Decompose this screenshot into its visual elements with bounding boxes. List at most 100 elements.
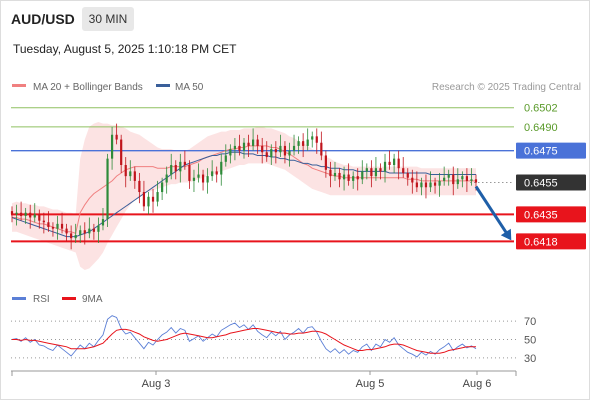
rsi-tick-50: 50 [524, 335, 536, 347]
legend-ma50-label: MA 50 [175, 82, 204, 93]
x-tick-aug-3: Aug 3 [142, 378, 171, 390]
candle-body [265, 152, 268, 158]
candle-body [197, 174, 200, 178]
candle-body [374, 168, 378, 177]
candle-body [315, 136, 318, 143]
candle-body [92, 228, 95, 232]
candle-body [347, 174, 350, 181]
credit-label: Research © 2025 Trading Central [432, 82, 581, 93]
candle-body [124, 165, 127, 177]
candle-body [179, 161, 182, 172]
level-label-0.6475: 0.6475 [524, 146, 558, 158]
candle-body [274, 149, 277, 153]
candle-body [443, 177, 446, 181]
candle-body [233, 145, 237, 150]
candle-body [279, 145, 282, 153]
projection-arrow-head [500, 228, 512, 241]
level-tag-0.6435 [516, 206, 586, 223]
candle-body [206, 176, 209, 183]
rsi-tick-30: 30 [524, 353, 536, 365]
candle-body [433, 182, 437, 186]
candle-body [393, 158, 396, 165]
candle-body [19, 212, 23, 216]
candle-body [74, 235, 77, 239]
x-tick-aug-5: Aug 5 [356, 378, 385, 390]
candle-body [324, 155, 327, 170]
candle-body [142, 192, 146, 207]
candle-body [156, 192, 159, 202]
legend-rsi-swatch [12, 297, 26, 300]
legend-9ma-label: 9MA [82, 294, 103, 305]
level-label-0.6435: 0.6435 [524, 209, 558, 221]
candle-body [165, 174, 168, 183]
level-tag-0.6418 [516, 233, 586, 250]
candle-body [15, 212, 18, 215]
candle-body [461, 176, 464, 180]
candle-body [388, 161, 391, 165]
candle-body [397, 158, 400, 169]
projection-arrow-shaft [474, 185, 510, 237]
candle-body [288, 150, 291, 156]
candle-body [101, 219, 105, 226]
legend-rsi-label: RSI [33, 294, 50, 305]
rsi-ma-line [12, 328, 476, 354]
candle-body [320, 142, 323, 156]
candle-body [261, 145, 264, 153]
candle-body [456, 179, 459, 185]
candle-body [10, 211, 14, 215]
candle-body [229, 149, 232, 156]
candle-body [88, 228, 91, 234]
candle-body [402, 168, 405, 173]
candle-body [70, 233, 73, 239]
candle-body [306, 139, 309, 146]
candle-body [270, 149, 273, 158]
candle-body [129, 171, 132, 177]
candle-body [97, 225, 100, 232]
candle-body [352, 176, 355, 181]
candle-body [33, 214, 36, 218]
candle-body [302, 141, 305, 146]
candle-body [161, 182, 164, 193]
candle-body [56, 223, 59, 229]
candle-body [292, 145, 296, 151]
candle-body [283, 145, 287, 156]
candle-body [238, 145, 241, 151]
bollinger-band [12, 122, 476, 270]
candle-body [361, 171, 364, 180]
legend-9ma-swatch [62, 297, 76, 300]
timeframe-label: 30 MIN [89, 12, 128, 26]
symbol-title: AUD/USD [11, 11, 75, 27]
candle-body [183, 161, 186, 165]
rsi-line [11, 315, 477, 358]
candle-body [242, 142, 246, 151]
candle-body [38, 214, 41, 221]
candle-body [474, 179, 478, 183]
candle-body [333, 172, 337, 177]
candle-body [297, 141, 300, 146]
candle-body [465, 176, 469, 181]
candle-body [383, 161, 387, 172]
level-label-0.6490: 0.6490 [524, 122, 558, 134]
level-label-0.6418: 0.6418 [524, 236, 558, 248]
candle-body [115, 134, 118, 140]
level-label-0.6455: 0.6455 [524, 178, 558, 190]
candle-body [452, 174, 455, 185]
candle-body [174, 165, 177, 172]
legend-ma50-swatch [156, 84, 170, 87]
legend-ma20-label: MA 20 + Bollinger Bands [33, 82, 143, 93]
candle-body [406, 172, 409, 178]
timeframe-badge [82, 7, 134, 31]
candle-body [329, 169, 332, 177]
candle-body [201, 174, 205, 183]
candle-body [438, 180, 441, 186]
candle-body [420, 182, 423, 188]
candle-body [211, 171, 214, 177]
legend-ma20-swatch [12, 84, 26, 87]
candle-body [411, 177, 414, 183]
candle-body [224, 155, 227, 162]
x-tick-aug-6: Aug 6 [463, 378, 492, 390]
candle-body [342, 174, 346, 180]
candle-body [215, 171, 218, 175]
